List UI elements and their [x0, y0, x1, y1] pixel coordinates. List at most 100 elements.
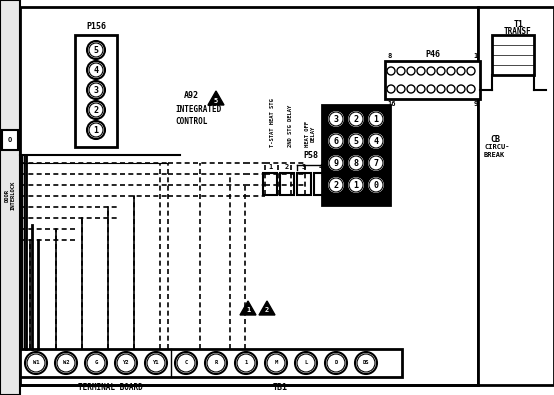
Text: 2: 2	[94, 105, 99, 115]
Circle shape	[265, 352, 287, 374]
Text: CIRCU-: CIRCU-	[484, 144, 510, 150]
Circle shape	[89, 63, 103, 77]
Circle shape	[87, 354, 105, 372]
Circle shape	[369, 178, 383, 192]
Text: P58: P58	[303, 150, 318, 160]
Text: 0: 0	[373, 181, 378, 190]
Text: 1: 1	[268, 164, 272, 170]
Circle shape	[457, 67, 465, 75]
Circle shape	[387, 67, 395, 75]
Circle shape	[397, 67, 405, 75]
Circle shape	[367, 176, 385, 194]
Text: O: O	[8, 137, 12, 143]
Circle shape	[355, 352, 377, 374]
Circle shape	[87, 41, 105, 59]
Bar	[0, 0, 20, 395]
Circle shape	[369, 156, 383, 170]
Circle shape	[117, 354, 135, 372]
Bar	[385, 61, 480, 99]
Text: 8: 8	[353, 158, 358, 167]
Text: G: G	[94, 361, 98, 365]
Circle shape	[347, 154, 365, 172]
Circle shape	[357, 354, 375, 372]
Bar	[322, 105, 390, 205]
Text: TRANSF: TRANSF	[504, 27, 532, 36]
Circle shape	[349, 134, 363, 148]
Text: 1: 1	[474, 53, 478, 59]
Text: 4: 4	[373, 137, 378, 145]
Text: 8: 8	[387, 53, 391, 59]
Text: 1: 1	[94, 126, 99, 135]
Circle shape	[369, 112, 383, 126]
Text: 1: 1	[246, 307, 250, 313]
Text: DOOR
INTERLOCK: DOOR INTERLOCK	[4, 181, 16, 210]
Circle shape	[397, 85, 405, 93]
Circle shape	[447, 67, 455, 75]
Circle shape	[145, 352, 167, 374]
Circle shape	[297, 354, 315, 372]
Text: 5: 5	[353, 137, 358, 145]
Circle shape	[369, 134, 383, 148]
Bar	[20, 7, 478, 385]
Text: 3: 3	[94, 85, 99, 94]
Circle shape	[147, 354, 165, 372]
Text: TB1: TB1	[273, 383, 288, 392]
Circle shape	[207, 354, 225, 372]
Circle shape	[417, 85, 425, 93]
Text: 1: 1	[244, 361, 248, 365]
Bar	[492, 35, 534, 75]
Bar	[20, 349, 402, 377]
Circle shape	[177, 354, 195, 372]
Circle shape	[367, 132, 385, 150]
Bar	[75, 35, 117, 147]
Text: P46: P46	[425, 50, 440, 59]
Circle shape	[327, 154, 345, 172]
Bar	[478, 7, 554, 385]
Circle shape	[85, 352, 107, 374]
Text: 4: 4	[319, 164, 323, 170]
Circle shape	[325, 352, 347, 374]
Circle shape	[327, 110, 345, 128]
Text: Y1: Y1	[153, 361, 159, 365]
Circle shape	[89, 103, 103, 117]
Circle shape	[349, 178, 363, 192]
Circle shape	[329, 112, 343, 126]
Circle shape	[467, 85, 475, 93]
Circle shape	[329, 134, 343, 148]
Text: 16: 16	[387, 101, 396, 107]
Bar	[297, 173, 311, 195]
Circle shape	[87, 121, 105, 139]
Circle shape	[89, 83, 103, 97]
Text: R: R	[214, 361, 218, 365]
Circle shape	[407, 67, 415, 75]
Circle shape	[89, 123, 103, 137]
Circle shape	[329, 156, 343, 170]
Circle shape	[87, 81, 105, 99]
Text: TERMINAL BOARD: TERMINAL BOARD	[78, 383, 142, 392]
Circle shape	[175, 352, 197, 374]
Text: C: C	[184, 361, 188, 365]
Text: L: L	[304, 361, 307, 365]
Circle shape	[387, 85, 395, 93]
Circle shape	[467, 67, 475, 75]
Circle shape	[27, 354, 45, 372]
Polygon shape	[208, 91, 224, 105]
Text: 6: 6	[334, 137, 338, 145]
Circle shape	[349, 112, 363, 126]
Text: T-STAT HEAT STG: T-STAT HEAT STG	[269, 98, 274, 147]
Circle shape	[407, 85, 415, 93]
Circle shape	[367, 110, 385, 128]
Circle shape	[329, 178, 343, 192]
Text: D: D	[335, 361, 337, 365]
Polygon shape	[240, 301, 256, 315]
Text: T1: T1	[514, 20, 524, 29]
Circle shape	[327, 176, 345, 194]
Circle shape	[235, 352, 257, 374]
Circle shape	[347, 132, 365, 150]
Circle shape	[87, 101, 105, 119]
Circle shape	[427, 85, 435, 93]
Circle shape	[347, 110, 365, 128]
Text: 1: 1	[353, 181, 358, 190]
Text: 7: 7	[373, 158, 378, 167]
Bar	[314, 173, 328, 195]
